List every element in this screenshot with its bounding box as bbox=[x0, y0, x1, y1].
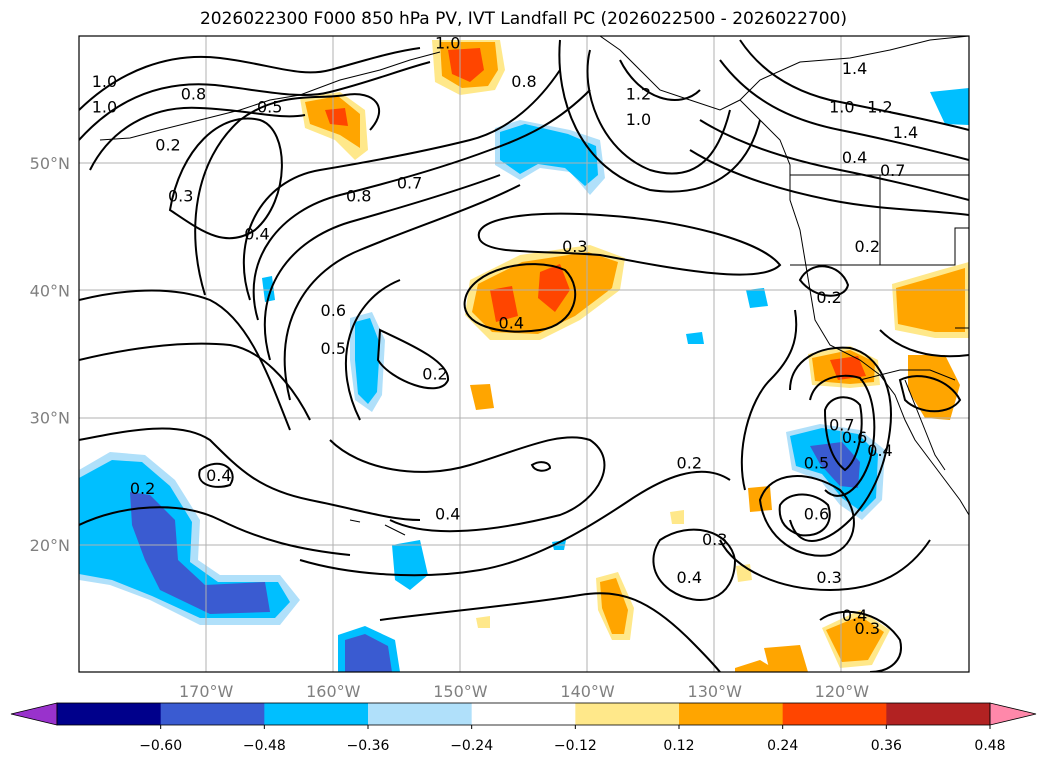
colorbar-tick-label: 0.24 bbox=[767, 738, 798, 754]
colorbar-segment bbox=[160, 703, 265, 725]
map-title: 2026022300 F000 850 hPa PV, IVT Landfall… bbox=[199, 9, 847, 29]
lon-tick-label: 150°W bbox=[433, 682, 488, 701]
contour-label: 1.0 bbox=[829, 97, 854, 116]
ivt-shading bbox=[79, 40, 969, 672]
contour-label: 0.6 bbox=[842, 428, 867, 447]
colorbar-segment bbox=[264, 703, 369, 725]
lat-tick-label: 20°N bbox=[30, 536, 70, 555]
colorbar-tick-label: −0.12 bbox=[554, 738, 597, 754]
contour-label: 0.5 bbox=[257, 97, 282, 116]
colorbar-segment bbox=[886, 703, 991, 725]
colorbar-segment bbox=[57, 703, 162, 725]
contour-label: 0.3 bbox=[816, 568, 841, 587]
contour-label: 1.4 bbox=[842, 59, 867, 78]
colorbar-tick-label: 0.48 bbox=[974, 738, 1005, 754]
map-frame bbox=[78, 35, 970, 673]
contour-label: 0.2 bbox=[816, 288, 841, 307]
contour-label: 1.4 bbox=[893, 123, 918, 142]
contour-label: 0.4 bbox=[842, 148, 867, 167]
lon-tick-label: 130°W bbox=[688, 682, 743, 701]
lon-tick-label: 170°W bbox=[179, 682, 234, 701]
contour-label: 0.5 bbox=[804, 453, 829, 472]
latitude-labels: 50°N 40°N 30°N 20°N bbox=[30, 154, 70, 555]
contour-label: 1.0 bbox=[626, 110, 651, 129]
lon-tick-label: 120°W bbox=[815, 682, 870, 701]
contour-label: 0.6 bbox=[804, 504, 829, 523]
graticule bbox=[79, 36, 969, 672]
colorbar-segment bbox=[471, 703, 576, 725]
contour-label: 0.7 bbox=[829, 415, 854, 434]
colorbar-tick-label: 0.12 bbox=[663, 738, 694, 754]
contour-label: 0.2 bbox=[855, 237, 880, 256]
longitude-labels: 170°W 160°W 150°W 140°W 130°W 120°W bbox=[179, 682, 869, 701]
contour-label: 0.5 bbox=[321, 339, 346, 358]
contour-label: 0.4 bbox=[677, 568, 702, 587]
colorbar-tick-label: −0.48 bbox=[243, 738, 286, 754]
contour-label: 1.2 bbox=[867, 97, 892, 116]
contour-label: 1.0 bbox=[92, 97, 117, 116]
contour-label: 1.0 bbox=[92, 72, 117, 91]
contour-label: 0.8 bbox=[346, 186, 371, 205]
contour-label: 0.6 bbox=[321, 301, 346, 320]
colorbar-tick-label: 0.36 bbox=[871, 738, 902, 754]
contour-label: 0.4 bbox=[244, 225, 269, 244]
contour-label: 0.3 bbox=[855, 619, 880, 638]
lon-tick-label: 140°W bbox=[560, 682, 615, 701]
contour-label: 1.2 bbox=[626, 85, 651, 104]
colorbar-segment bbox=[679, 703, 784, 725]
contour-label: 0.2 bbox=[422, 364, 447, 383]
contour-label: 0.8 bbox=[181, 85, 206, 104]
coastlines bbox=[99, 36, 969, 536]
contour-label: 0.3 bbox=[702, 530, 727, 549]
contour-label: 0.4 bbox=[499, 314, 524, 333]
lon-tick-label: 160°W bbox=[306, 682, 361, 701]
colorbar-tick-label: −0.60 bbox=[139, 738, 182, 754]
contour-label: 0.7 bbox=[397, 174, 422, 193]
contour-label: 0.3 bbox=[562, 237, 587, 256]
contour-label: 0.3 bbox=[168, 186, 193, 205]
map-plot-area: 1.01.00.80.50.20.30.40.80.70.60.50.30.40… bbox=[79, 34, 969, 672]
contour-label: 0.4 bbox=[842, 606, 867, 625]
lat-tick-label: 50°N bbox=[30, 154, 70, 173]
contour-label: 0.8 bbox=[511, 72, 536, 91]
colorbar-tick-label: −0.36 bbox=[347, 738, 390, 754]
contour-labels: 1.01.00.80.50.20.30.40.80.70.60.50.30.40… bbox=[92, 34, 918, 638]
lat-tick-label: 30°N bbox=[30, 409, 70, 428]
colorbar-segment bbox=[782, 703, 887, 725]
contour-label: 0.7 bbox=[880, 161, 905, 180]
contour-label: 0.4 bbox=[435, 504, 460, 523]
lat-tick-label: 40°N bbox=[30, 281, 70, 300]
colorbar-tick-label: −0.24 bbox=[450, 738, 493, 754]
contour-label: 0.2 bbox=[155, 135, 180, 154]
colorbar-segment bbox=[368, 703, 473, 725]
colorbar-segment bbox=[575, 703, 680, 725]
contour-label: 0.2 bbox=[130, 479, 155, 498]
colorbar: −0.60 −0.48 −0.36 −0.24 −0.12 0.12 0.24 0.36 0.4… bbox=[10, 702, 1037, 754]
colorbar-extend-low bbox=[10, 702, 58, 726]
contour-label: 0.2 bbox=[677, 453, 702, 472]
contour-label: 0.4 bbox=[206, 466, 231, 485]
colorbar-extend-high bbox=[989, 702, 1037, 726]
contour-label: 0.4 bbox=[867, 441, 892, 460]
contour-label: 1.0 bbox=[435, 34, 460, 53]
